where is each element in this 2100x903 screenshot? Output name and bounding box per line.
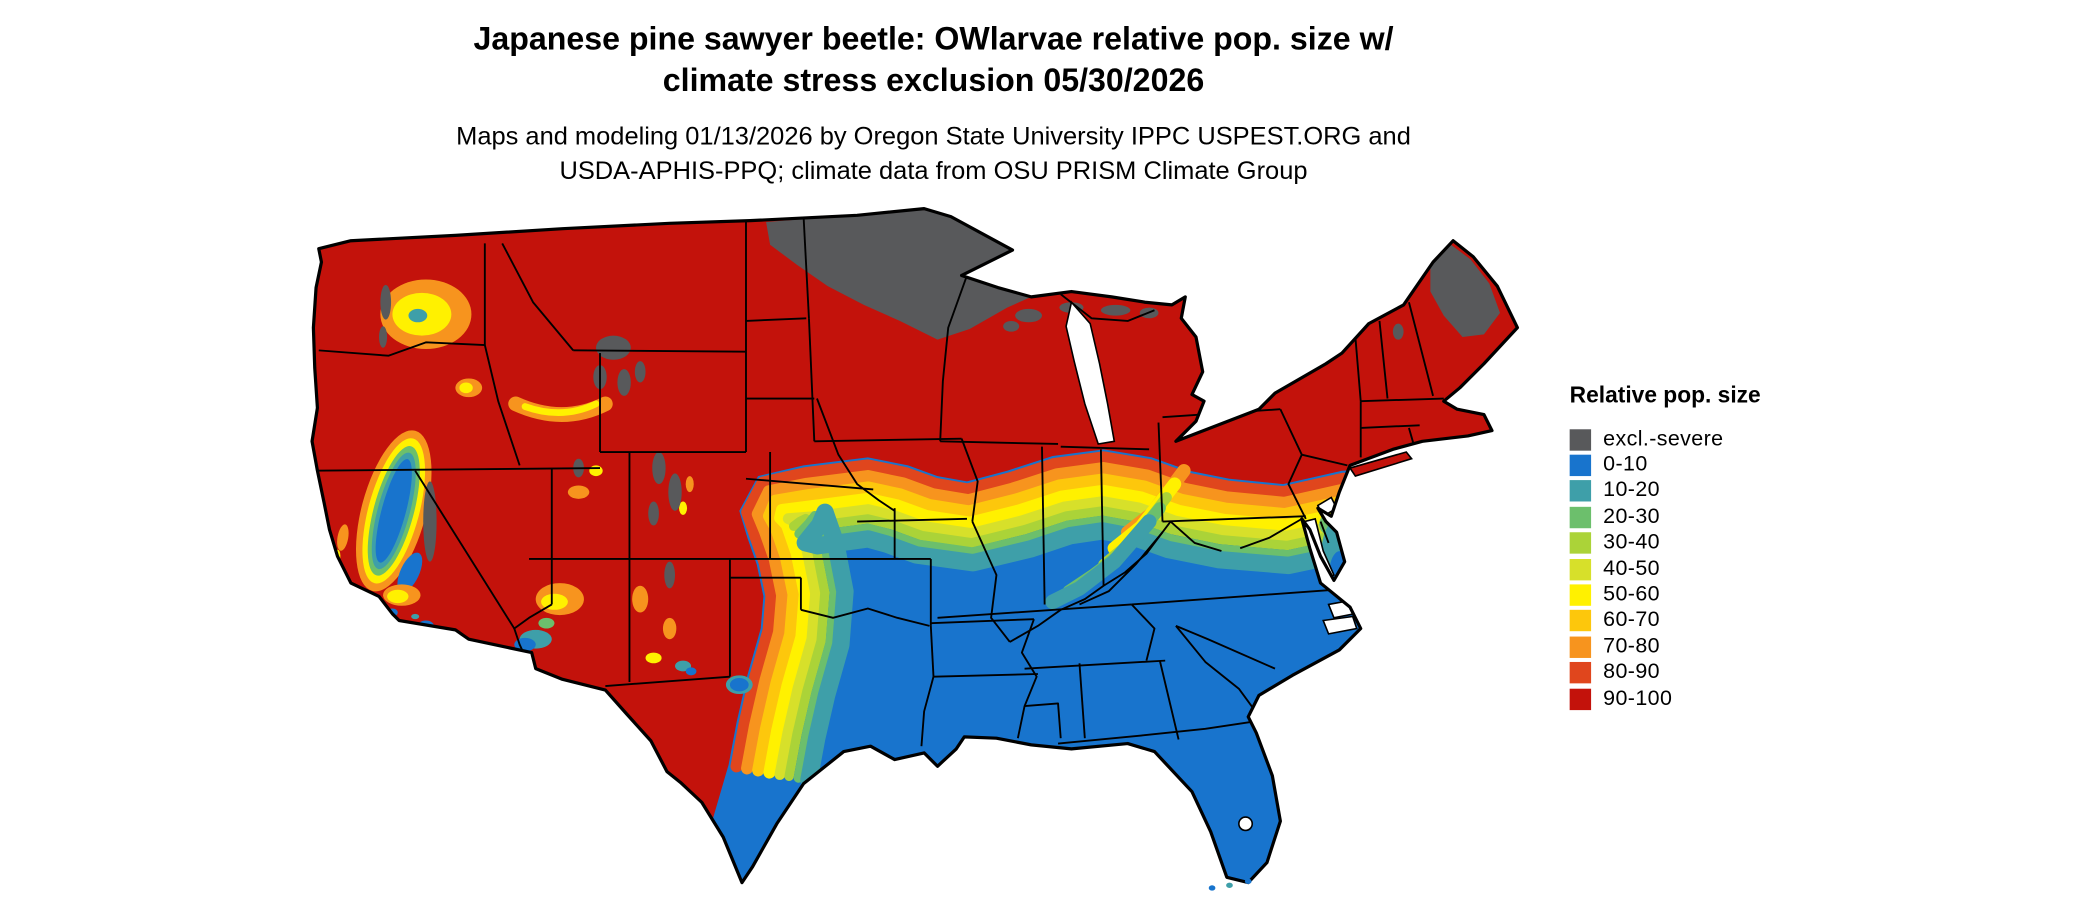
legend-label: 90-100: [1603, 686, 1673, 710]
map-subtitle-line2: USDA-APHIS-PPQ; climate data from OSU PR…: [559, 157, 1308, 186]
legend-swatch: [1569, 558, 1592, 580]
map-subtitle: Maps and modeling 01/13/2026 by Oregon S…: [0, 120, 1867, 190]
legend-item: 70-80: [1569, 634, 1761, 660]
legend-swatch: [1569, 636, 1592, 658]
map-title: Japanese pine sawyer beetle: OWlarvae re…: [0, 19, 1867, 102]
us-map: [305, 198, 1526, 896]
legend-swatch: [1569, 428, 1592, 451]
legend-swatch: [1569, 454, 1592, 477]
legend-label: excl.-severe: [1603, 427, 1724, 451]
legend-swatch: [1569, 584, 1592, 606]
legend-label: 50-60: [1603, 583, 1660, 606]
legend: Relative pop. size excl.-severe 0-10 10-20…: [1569, 382, 1761, 712]
legend-label: 10-20: [1603, 479, 1660, 503]
header: Japanese pine sawyer beetle: OWlarvae re…: [0, 19, 1867, 190]
legend-swatch: [1569, 506, 1592, 529]
legend-item: 50-60: [1569, 582, 1761, 608]
legend-swatch: [1569, 480, 1592, 503]
legend-item: 0-10: [1569, 453, 1761, 479]
legend-swatch: [1569, 610, 1592, 632]
legend-swatch: [1569, 688, 1592, 710]
legend-label: 60-70: [1603, 609, 1660, 632]
legend-item: 60-70: [1569, 608, 1761, 634]
legend-label: 40-50: [1603, 557, 1660, 580]
legend-item: 40-50: [1569, 556, 1761, 582]
legend-label: 30-40: [1603, 531, 1660, 554]
map-subtitle-line1: Maps and modeling 01/13/2026 by Oregon S…: [456, 123, 1411, 152]
legend-label: 70-80: [1603, 634, 1660, 658]
legend-title: Relative pop. size: [1569, 382, 1761, 408]
map-title-line2: climate stress exclusion 05/30/2026: [662, 62, 1205, 99]
legend-item: excl.-severe: [1569, 427, 1761, 453]
legend-label: 80-90: [1603, 660, 1660, 684]
legend-item: 80-90: [1569, 660, 1761, 686]
legend-rows: excl.-severe 0-10 10-20 20-30 30-40 40-50 50-6…: [1569, 427, 1761, 712]
legend-swatch: [1569, 662, 1592, 684]
legend-item: 20-30: [1569, 504, 1761, 530]
legend-swatch: [1569, 532, 1592, 554]
legend-item: 30-40: [1569, 530, 1761, 556]
legend-label: 0-10: [1603, 453, 1648, 477]
legend-item: 10-20: [1569, 478, 1761, 504]
legend-label: 20-30: [1603, 505, 1660, 529]
legend-item: 90-100: [1569, 686, 1761, 712]
map-title-line1: Japanese pine sawyer beetle: OWlarvae re…: [473, 21, 1394, 58]
us-map-svg: [310, 207, 1520, 891]
